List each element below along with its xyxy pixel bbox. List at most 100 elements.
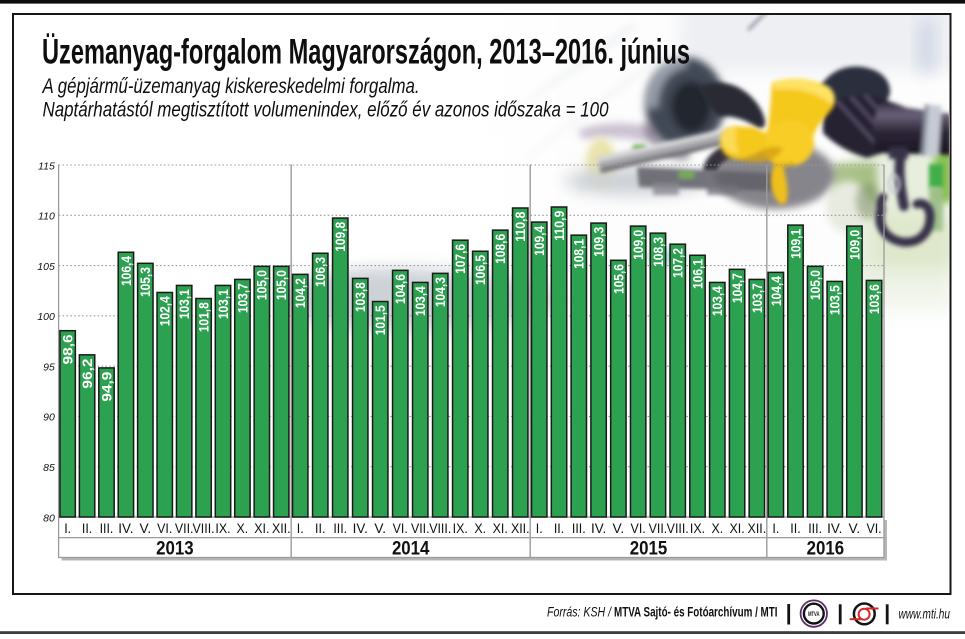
svg-text:Forrás: KSH /: Forrás: KSH / [547, 605, 612, 620]
svg-text:V.: V. [849, 521, 861, 536]
svg-text:110: 110 [38, 211, 55, 223]
svg-text:90: 90 [43, 412, 55, 424]
svg-text:II.: II. [315, 521, 325, 536]
svg-text:100: 100 [37, 311, 55, 323]
svg-text:I.: I. [297, 521, 304, 536]
svg-text:104,4: 104,4 [768, 276, 784, 306]
svg-text:IV.: IV. [591, 521, 606, 536]
svg-text:103,1: 103,1 [176, 289, 192, 319]
svg-text:VI.: VI. [866, 521, 881, 536]
svg-text:103,4: 103,4 [412, 286, 428, 316]
svg-text:VI.: VI. [393, 521, 408, 536]
svg-text:I.: I. [536, 521, 543, 536]
svg-text:IX.: IX. [453, 521, 468, 536]
svg-text:107,6: 107,6 [452, 244, 468, 274]
svg-text:103,6: 103,6 [866, 284, 882, 314]
svg-text:III.: III. [333, 521, 347, 536]
svg-text:A gépjármű-üzemanyag kiskeresk: A gépjármű-üzemanyag kiskereskedelmi for… [41, 75, 420, 98]
svg-text:94,9: 94,9 [98, 371, 114, 401]
svg-text:104,6: 104,6 [392, 274, 408, 304]
svg-text:105,6: 105,6 [610, 264, 626, 294]
svg-text:I.: I. [64, 521, 71, 536]
svg-text:103,8: 103,8 [352, 282, 368, 312]
svg-text:95: 95 [43, 361, 55, 373]
svg-text:105,0: 105,0 [254, 270, 270, 300]
svg-text:109,4: 109,4 [531, 226, 547, 256]
svg-text:115: 115 [38, 160, 55, 172]
svg-text:98,6: 98,6 [60, 334, 76, 364]
svg-text:109,0: 109,0 [630, 230, 646, 260]
svg-text:MTVA Sajtó- és Fotóarchívum /: MTVA Sajtó- és Fotóarchívum / MTI [614, 605, 778, 620]
svg-text:IV.: IV. [353, 521, 368, 536]
svg-text:V.: V. [613, 521, 625, 536]
svg-text:X.: X. [237, 521, 249, 536]
svg-text:105,0: 105,0 [273, 270, 289, 300]
svg-text:103,1: 103,1 [215, 289, 231, 319]
svg-text:MTVA: MTVA [808, 611, 820, 618]
svg-text:2015: 2015 [630, 539, 668, 560]
svg-text:105: 105 [37, 261, 55, 273]
svg-text:110,9: 110,9 [551, 211, 567, 241]
svg-text:101,5: 101,5 [372, 305, 388, 335]
svg-text:VI.: VI. [631, 521, 646, 536]
svg-text:II.: II. [554, 521, 564, 536]
svg-text:IX.: IX. [690, 521, 705, 536]
svg-text:104,7: 104,7 [729, 273, 745, 303]
svg-text:85: 85 [43, 462, 55, 474]
svg-text:106,1: 106,1 [689, 259, 705, 289]
svg-text:XI.: XI. [493, 521, 508, 536]
svg-text:V.: V. [139, 521, 151, 536]
svg-text:103,4: 103,4 [709, 286, 725, 316]
svg-text:2016: 2016 [807, 539, 845, 560]
svg-text:104,3: 104,3 [432, 277, 448, 307]
svg-text:2013: 2013 [156, 539, 194, 560]
svg-text:105,0: 105,0 [807, 270, 823, 300]
svg-text:101,8: 101,8 [195, 302, 211, 332]
svg-text:IV.: IV. [827, 521, 842, 536]
svg-text:II.: II. [790, 521, 800, 536]
svg-text:102,4: 102,4 [157, 296, 173, 326]
svg-text:103,7: 103,7 [749, 283, 765, 313]
svg-text:X.: X. [474, 521, 486, 536]
svg-text:I.: I. [772, 521, 779, 536]
svg-text:96,2: 96,2 [79, 358, 95, 388]
svg-text:XI.: XI. [729, 521, 744, 536]
svg-text:III.: III. [808, 521, 822, 536]
svg-text:Üzemanyag-forgalom Magyarorszá: Üzemanyag-forgalom Magyarországon, 2013–… [42, 33, 690, 72]
svg-text:XII.: XII. [272, 521, 291, 536]
svg-text:VIII.: VIII. [667, 521, 689, 536]
svg-text:108,3: 108,3 [650, 237, 666, 267]
svg-text:105,3: 105,3 [137, 267, 153, 297]
svg-text:XI.: XI. [254, 521, 269, 536]
svg-text:IX.: IX. [215, 521, 230, 536]
svg-text:103,7: 103,7 [234, 283, 250, 313]
svg-text:103,5: 103,5 [827, 285, 843, 315]
svg-text:VII.: VII. [175, 521, 194, 536]
svg-text:108,1: 108,1 [571, 239, 587, 269]
svg-text:VII.: VII. [649, 521, 668, 536]
svg-text:X.: X. [711, 521, 723, 536]
svg-text:III.: III. [572, 521, 586, 536]
svg-text:IV.: IV. [118, 521, 133, 536]
svg-text:109,8: 109,8 [332, 222, 348, 252]
svg-text:II.: II. [82, 521, 92, 536]
svg-text:VI.: VI. [157, 521, 172, 536]
svg-text:106,3: 106,3 [312, 257, 328, 287]
svg-text:Naptárhatástól megtisztított v: Naptárhatástól megtisztított volumeninde… [43, 99, 609, 122]
svg-text:108,6: 108,6 [492, 234, 508, 264]
svg-text:107,2: 107,2 [670, 248, 686, 278]
svg-text:VIII.: VIII. [429, 521, 451, 536]
svg-text:2014: 2014 [392, 539, 430, 560]
svg-text:109,3: 109,3 [591, 227, 607, 257]
svg-text:VII.: VII. [411, 521, 430, 536]
svg-text:104,2: 104,2 [292, 278, 308, 308]
svg-text:XII.: XII. [748, 521, 767, 536]
svg-text:www.mti.hu: www.mti.hu [899, 607, 951, 622]
svg-text:XII.: XII. [511, 521, 530, 536]
svg-text:109,0: 109,0 [846, 230, 862, 260]
svg-text:III.: III. [100, 521, 114, 536]
svg-text:VIII.: VIII. [193, 521, 215, 536]
svg-text:106,4: 106,4 [118, 256, 134, 286]
svg-text:V.: V. [374, 521, 386, 536]
svg-text:106,5: 106,5 [472, 255, 488, 285]
